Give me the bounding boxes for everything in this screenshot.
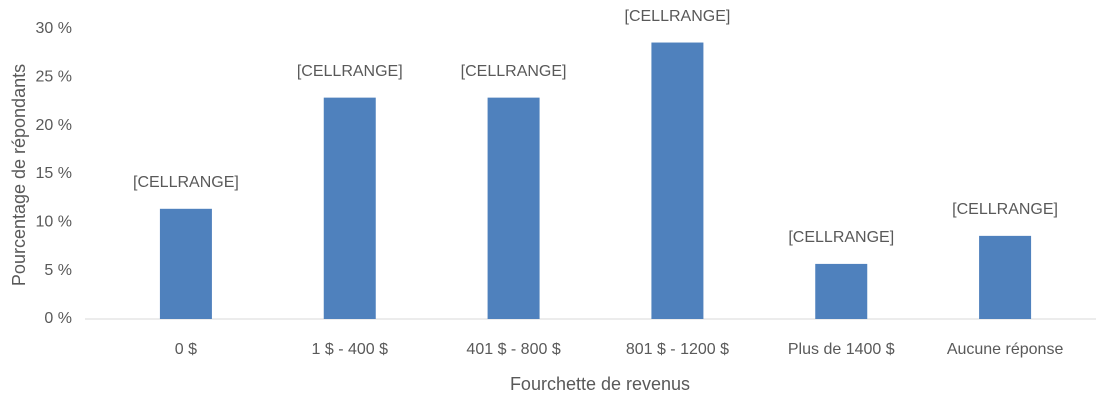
bar	[487, 97, 540, 319]
bar	[651, 42, 704, 320]
x-tick-label: Aucune réponse	[947, 341, 1064, 358]
x-tick-label: 0 $	[175, 341, 197, 358]
y-tick-label: 30 %	[36, 20, 72, 37]
bar	[159, 208, 212, 319]
bar	[815, 263, 868, 319]
bar	[979, 235, 1032, 319]
y-tick-label: 20 %	[36, 117, 72, 134]
data-label: [CELLRANGE]	[952, 201, 1058, 218]
y-tick-label: 10 %	[36, 214, 72, 231]
y-tick-label: 25 %	[36, 69, 72, 86]
x-tick-label: 401 $ - 800 $	[466, 341, 560, 358]
x-tick-label: 1 $ - 400 $	[312, 341, 389, 358]
y-tick-label: 5 %	[44, 262, 72, 279]
y-axis-title: Pourcentage de répondants	[9, 64, 29, 286]
data-label: [CELLRANGE]	[625, 8, 731, 25]
x-axis-title: Fourchette de revenus	[510, 374, 690, 394]
y-tick-label: 15 %	[36, 165, 72, 182]
data-label: [CELLRANGE]	[461, 63, 567, 80]
bar	[323, 97, 376, 319]
x-tick-label: 801 $ - 1200 $	[626, 341, 729, 358]
data-label: [CELLRANGE]	[788, 229, 894, 246]
x-tick-label: Plus de 1400 $	[788, 341, 895, 358]
data-label: [CELLRANGE]	[297, 63, 403, 80]
y-tick-label: 0 %	[44, 310, 72, 327]
data-label: [CELLRANGE]	[133, 174, 239, 191]
